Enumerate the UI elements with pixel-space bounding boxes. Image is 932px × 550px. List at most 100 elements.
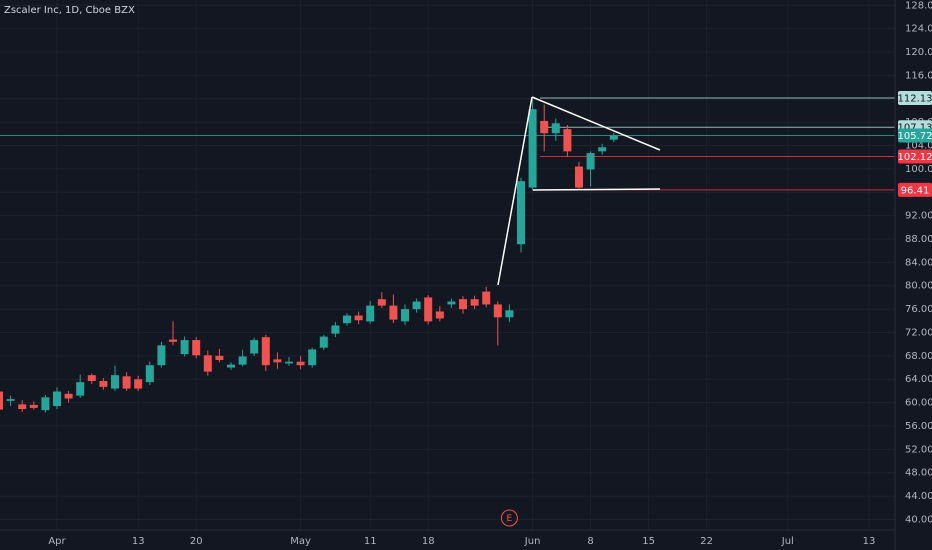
price-label-box <box>898 149 932 164</box>
candle-body <box>18 404 27 410</box>
candles <box>0 98 618 413</box>
candle-body <box>76 382 85 396</box>
candle-body <box>343 315 351 324</box>
candle-body <box>586 153 595 170</box>
y-tick-label: 52.00 <box>905 444 932 455</box>
candle-body <box>273 359 282 363</box>
y-tick-label: 64.00 <box>905 374 932 385</box>
chart-title: Zscaler Inc, 1D, Cboe BZX <box>4 5 135 16</box>
y-tick-label: 60.00 <box>905 398 932 409</box>
candle-body <box>319 336 328 348</box>
y-tick-label: 116.00 <box>905 70 932 81</box>
y-tick-label: 88.00 <box>905 234 932 245</box>
price-label: 107.13 <box>898 123 932 134</box>
candle-body <box>180 340 189 355</box>
candle-body <box>412 301 421 310</box>
y-tick-label: 128.00 <box>905 0 932 11</box>
candle-body <box>540 120 549 134</box>
candle-body <box>111 375 119 389</box>
price-label-box <box>898 182 932 197</box>
candle-body <box>238 356 247 365</box>
price-label: 105.72 <box>898 131 932 142</box>
y-tick-label: 104.00 <box>905 141 932 152</box>
x-tick-label: 8 <box>587 536 593 547</box>
y-tick-label: 48.00 <box>905 468 932 479</box>
candle-body <box>296 361 305 366</box>
candle-body <box>551 123 560 134</box>
x-tick-label: 15 <box>642 536 655 547</box>
x-tick-label: Apr <box>48 536 66 547</box>
candle-body <box>517 181 525 245</box>
candle-body <box>53 391 61 407</box>
x-tick-label: 13 <box>132 536 145 547</box>
y-tick-label: 80.00 <box>905 281 932 292</box>
candle-body <box>493 304 502 318</box>
price-label: 112.13 <box>898 93 932 104</box>
candle-body <box>598 147 607 152</box>
trendline <box>531 96 661 151</box>
candle-body <box>424 297 433 322</box>
price-label-box <box>898 128 932 143</box>
candle-body <box>401 309 409 322</box>
candle-body <box>122 376 131 389</box>
candle-body <box>192 340 201 356</box>
trendline <box>497 96 533 286</box>
candle-body <box>470 299 479 306</box>
trendline <box>532 188 661 191</box>
candle-body <box>575 166 583 188</box>
y-tick-label: 120.00 <box>905 47 932 58</box>
candle-body <box>377 299 386 306</box>
candle-body <box>609 135 618 140</box>
x-tick-label: 22 <box>700 536 713 547</box>
earnings-label: E <box>507 514 513 524</box>
candle-body <box>87 375 96 381</box>
candle-body <box>99 380 108 387</box>
x-tick-label: 20 <box>190 536 203 547</box>
y-tick-label: 72.00 <box>905 327 932 338</box>
candle-body <box>459 299 467 310</box>
price-label-box <box>898 90 932 105</box>
candle-body <box>331 325 340 334</box>
candle-body <box>6 399 15 401</box>
candle-body <box>157 345 166 366</box>
candle-body <box>250 340 259 354</box>
grid <box>0 0 895 530</box>
price-label: 96.41 <box>901 185 930 196</box>
x-tick-label: May <box>290 536 311 547</box>
candle-body <box>528 109 537 188</box>
earnings-icon <box>500 509 518 527</box>
candle-body <box>308 349 317 366</box>
y-tick-label: 56.00 <box>905 421 932 432</box>
x-tick-label: 11 <box>364 536 377 547</box>
candle-body <box>227 364 235 368</box>
y-tick-label: 44.00 <box>905 491 932 502</box>
y-tick-label: 68.00 <box>905 351 932 362</box>
x-tick-label: Jul <box>781 536 794 547</box>
candle-body <box>354 315 363 321</box>
trendlines <box>497 96 661 286</box>
candle-body <box>145 365 154 383</box>
x-tick-label: 13 <box>863 536 876 547</box>
y-tick-label: 76.00 <box>905 304 932 315</box>
candle-body <box>447 301 456 305</box>
candle-body <box>64 393 73 399</box>
axes: 40.00 44.00 48.00 52.00 56.00 60.00 64.00 68.00… <box>48 0 932 547</box>
candle-body <box>505 310 514 318</box>
candle-body <box>29 404 38 408</box>
candle-body <box>261 337 270 366</box>
candle-body <box>435 311 444 319</box>
x-tick-label: 18 <box>422 536 435 547</box>
x-tick-label: Jun <box>524 536 541 547</box>
y-tick-label: 92.00 <box>905 211 932 222</box>
y-tick-label: 100.00 <box>905 164 932 175</box>
candle-body <box>203 355 212 372</box>
candle-body <box>215 355 224 360</box>
candle-body <box>389 305 398 320</box>
price-label: 102.12 <box>898 152 932 163</box>
y-tick-label: 84.00 <box>905 257 932 268</box>
y-tick-label: 124.00 <box>905 24 932 35</box>
candle-body <box>0 391 3 410</box>
